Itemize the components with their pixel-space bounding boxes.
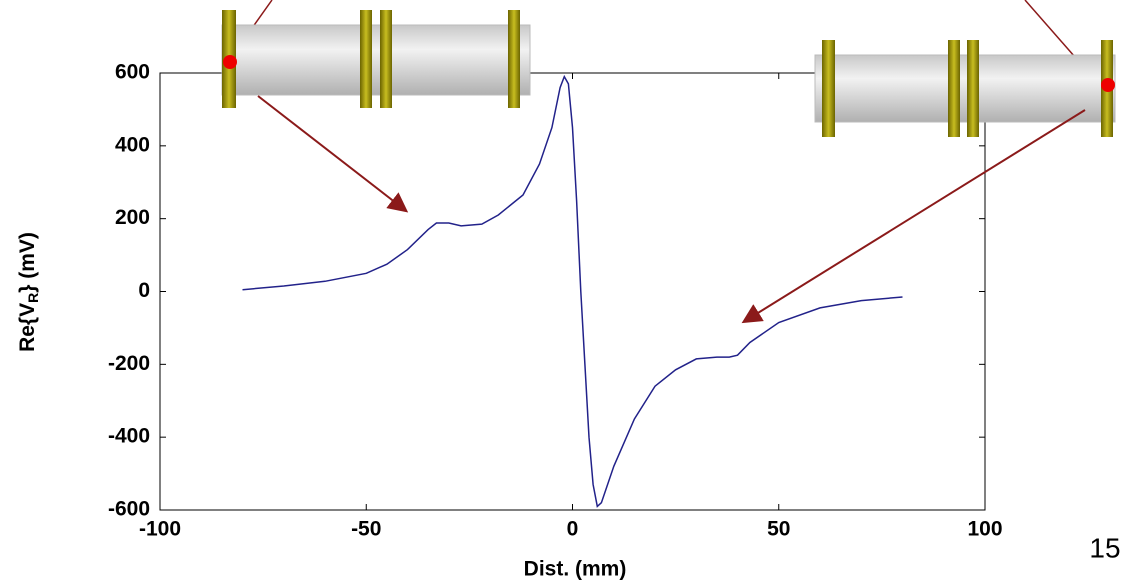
y-tick-label: 400 (115, 133, 150, 156)
y-axis-label: Re{VR} (mV) (16, 232, 41, 352)
data-line (242, 74, 903, 508)
plot: -600 -400 -200 0 200 400 600 -100 -50 0 50 100 (108, 61, 1003, 541)
y-tick-label: -200 (108, 352, 150, 375)
y-tick-label: 200 (115, 206, 150, 229)
x-tick-label: 50 (767, 518, 790, 541)
y-tick-label: -400 (108, 425, 150, 448)
page-number: 15 (1089, 532, 1120, 563)
y-tick-label: 600 (115, 61, 150, 84)
y-label-main: Re{V (16, 303, 39, 352)
cylinder-right (741, 0, 1116, 324)
x-tick-label: -50 (351, 518, 381, 541)
y-tick-label: 0 (138, 279, 150, 302)
y-tick-label: -600 (108, 498, 150, 521)
cylinder-left (221, 0, 531, 213)
x-tick-label: 100 (967, 518, 1002, 541)
y-label-tail: } (mV) (16, 232, 39, 293)
x-tick-label: 0 (567, 518, 579, 541)
x-tick-label: -100 (139, 518, 181, 541)
x-axis-label: Dist. (mm) (524, 558, 627, 581)
y-label-sub: R (25, 293, 41, 303)
